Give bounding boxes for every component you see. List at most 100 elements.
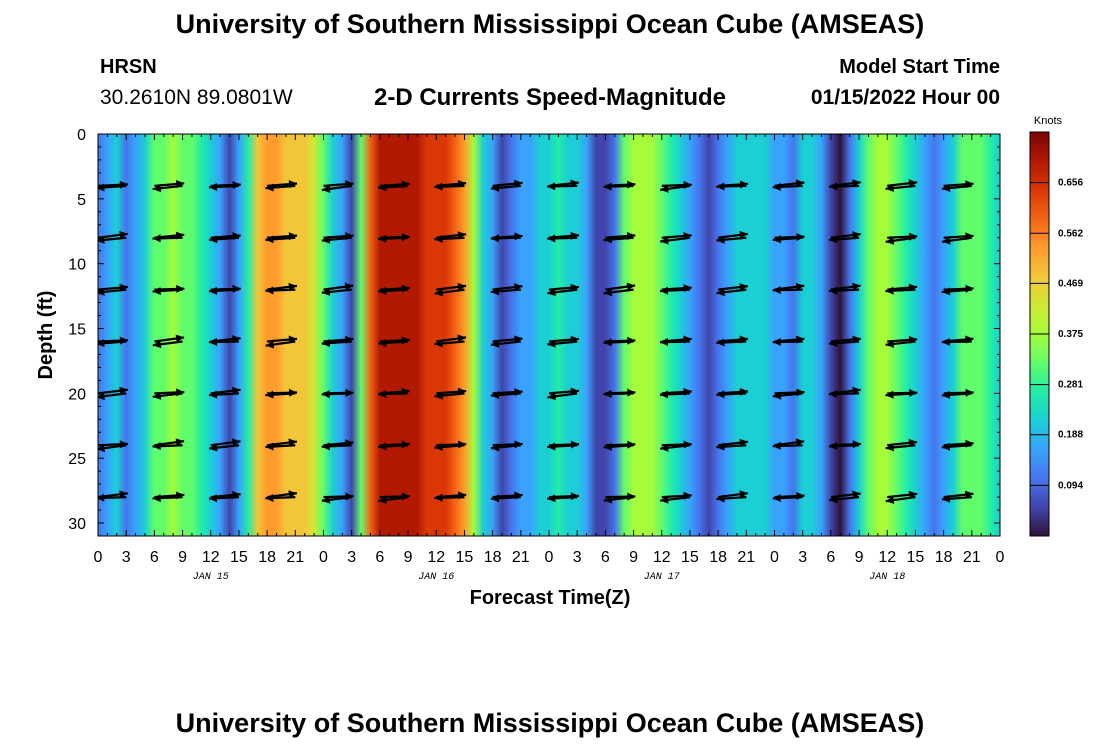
x-axis-label: Forecast Time(Z) <box>470 587 631 609</box>
current-vector <box>434 288 465 297</box>
current-vector <box>772 494 803 503</box>
current-vector <box>434 493 465 502</box>
current-vector <box>829 339 860 348</box>
current-vector <box>716 442 747 451</box>
current-vector <box>378 183 409 192</box>
current-vector <box>321 184 352 193</box>
current-vector <box>490 391 521 399</box>
colorbar-tick-label: 0.469 <box>1058 278 1083 289</box>
current-vector <box>152 184 183 193</box>
current-vector <box>941 337 972 346</box>
model-start-value: 01/15/2022 Hour 00 <box>810 86 1000 109</box>
current-vector <box>941 287 972 296</box>
current-vector <box>716 390 747 399</box>
colorbar-tick-label: 0.656 <box>1058 178 1083 189</box>
current-vector <box>378 234 409 243</box>
current-vector <box>547 392 578 401</box>
station-id: HRSN <box>100 56 157 78</box>
colorbar-label: Knots <box>1034 115 1063 127</box>
x-tick-label: 15 <box>230 549 248 566</box>
current-vector <box>152 287 183 296</box>
current-vector <box>547 494 578 503</box>
current-vector <box>434 443 465 451</box>
current-vector <box>999 236 1000 238</box>
current-vector <box>716 235 747 244</box>
current-vector <box>434 182 465 191</box>
x-tick-label: 15 <box>681 549 699 566</box>
current-vector <box>659 286 690 295</box>
x-tick-label: 9 <box>855 549 864 566</box>
current-vector <box>603 442 634 451</box>
y-tick-label: 20 <box>68 386 86 403</box>
current-vector <box>378 287 409 296</box>
current-vector <box>98 493 127 502</box>
x-tick-label: 12 <box>653 549 671 566</box>
current-vector <box>436 282 467 291</box>
x-tick-label: 15 <box>456 549 474 566</box>
current-vector <box>772 235 803 244</box>
x-tick-label: 0 <box>770 549 779 566</box>
current-vector <box>98 183 127 192</box>
current-vector <box>716 288 747 297</box>
x-tick-label: 6 <box>826 549 835 566</box>
current-vector <box>98 339 127 348</box>
current-vector <box>885 443 916 452</box>
current-vector <box>152 442 183 451</box>
current-vector <box>208 286 240 295</box>
current-vector <box>660 184 691 193</box>
current-vector <box>378 390 409 399</box>
current-vector <box>321 442 352 451</box>
x-tick-label: 15 <box>907 549 925 566</box>
current-vector <box>716 338 747 347</box>
colorbar-tick-label: 0.375 <box>1058 329 1083 340</box>
current-vector <box>434 234 465 243</box>
current-vector <box>265 286 296 295</box>
current-vector <box>603 288 634 297</box>
current-vector <box>265 442 296 451</box>
current-vector <box>941 183 972 192</box>
current-vector <box>378 442 409 451</box>
y-tick-label: 0 <box>77 127 86 144</box>
current-vector <box>265 183 296 192</box>
x-tick-label: 12 <box>427 549 445 566</box>
current-vector <box>208 390 240 399</box>
current-vector <box>999 288 1000 290</box>
current-vector <box>265 235 296 244</box>
colorbar-tick-label: 0.281 <box>1058 380 1083 391</box>
date-label: JAN 18 <box>869 572 905 583</box>
x-tick-label: 18 <box>258 549 276 566</box>
current-vector <box>208 182 239 191</box>
current-vector <box>154 334 185 343</box>
current-vector <box>660 495 691 504</box>
x-tick-label: 6 <box>375 549 384 566</box>
x-tick-label: 21 <box>512 549 530 566</box>
current-vector <box>885 236 916 245</box>
y-axis: 0 5 10 15 20 25 30 <box>68 127 1000 537</box>
x-tick-label: 12 <box>878 549 896 566</box>
x-axis: 0 3 6 9 12 15 18 21 0 3 6 9 12 15 18 21 0 3 6 9 12 15 18 21 0 3 6 9… <box>94 134 1005 566</box>
current-vector <box>659 390 690 399</box>
x-tick-label: 12 <box>202 549 220 566</box>
x-tick-label: 0 <box>996 549 1005 566</box>
model-start-label: Model Start Time <box>839 56 1000 78</box>
station-coordinates: 30.2610N 89.0801W <box>100 86 293 109</box>
current-vector <box>152 234 183 243</box>
date-labels: JAN 15 JAN 16 JAN 17 JAN 18 <box>193 572 906 583</box>
current-vector <box>490 287 521 296</box>
current-vector <box>98 444 127 453</box>
current-vector <box>941 494 972 503</box>
current-vector <box>885 339 916 348</box>
x-tick-label: 0 <box>545 549 554 566</box>
x-tick-label: 9 <box>629 549 638 566</box>
heatmap <box>98 134 1000 536</box>
current-vector <box>829 182 860 191</box>
current-vector <box>660 443 691 452</box>
x-tick-label: 18 <box>709 549 727 566</box>
current-vector <box>999 495 1000 498</box>
current-vector <box>547 288 578 297</box>
x-tick-label: 9 <box>178 549 187 566</box>
current-vector <box>547 442 578 451</box>
current-vector <box>547 234 578 243</box>
x-tick-label: 18 <box>484 549 502 566</box>
